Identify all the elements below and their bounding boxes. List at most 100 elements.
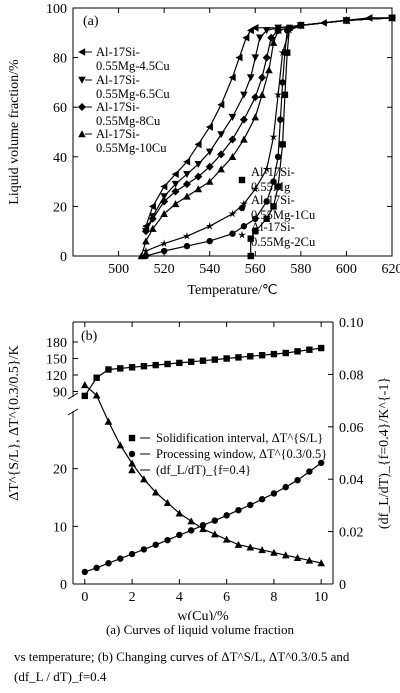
data-point-b <box>104 417 113 425</box>
data-point-a <box>228 153 237 160</box>
legend-label-a: 0.55Mg <box>251 180 291 194</box>
legend-entry-a: Al-17Si-0.55Mg-2Cu <box>238 220 316 249</box>
legend-label-b: Solidification interval, ΔT^{S/L} <box>156 431 323 445</box>
y-tick-label-a: 80 <box>53 52 67 67</box>
y-tick-label-a: 0 <box>60 250 67 265</box>
data-point-a <box>242 33 250 42</box>
data-point-a <box>141 227 150 236</box>
data-point-a <box>171 187 180 196</box>
data-point-b <box>92 391 101 399</box>
legend-label-b: (df_L/dT)_{f=0.4} <box>156 463 251 477</box>
data-point-b <box>81 381 89 389</box>
legend-marker-b <box>128 450 136 458</box>
y-tick-label-a: 100 <box>46 2 67 17</box>
legend-label-a: Al-17Si- <box>96 45 140 59</box>
legend-label-a: Al-17Si- <box>251 220 295 234</box>
data-point-b <box>247 501 254 509</box>
y-tick-label-b-left: 150 <box>46 353 67 368</box>
data-point-a <box>228 135 237 144</box>
data-point-a <box>142 237 150 245</box>
data-point-b <box>317 559 325 567</box>
data-point-a <box>258 91 266 98</box>
data-point-b <box>235 506 242 514</box>
y-tick-label-b-right: 0.04 <box>339 473 364 488</box>
data-point-a <box>252 215 259 222</box>
data-point-a <box>251 24 259 32</box>
legend-label-a: 0.55Mg-6.5Cu <box>96 87 170 101</box>
legend-entry-a: Al-17Si-0.55Mg-4.5Cu <box>78 45 170 73</box>
legend-marker-a <box>238 204 246 212</box>
legend-label-a: 0.55Mg-2Cu <box>251 235 316 249</box>
data-point-b <box>235 354 242 361</box>
data-point-a <box>239 115 248 124</box>
data-point-a <box>194 140 202 149</box>
y-tick-label-b-left: 0 <box>60 578 67 593</box>
data-point-b <box>93 374 100 381</box>
data-point-a <box>217 100 225 109</box>
series-line-a <box>145 17 393 232</box>
data-point-a <box>274 90 283 99</box>
y-tick-label-b-left: 120 <box>46 369 67 384</box>
data-point-a <box>246 26 254 35</box>
data-point-b <box>116 441 125 449</box>
data-point-a <box>285 26 294 34</box>
data-point-a <box>183 192 191 200</box>
data-point-b <box>234 540 243 548</box>
data-point-a <box>274 183 282 190</box>
data-point-b <box>152 361 159 369</box>
data-point-b <box>187 527 195 534</box>
data-point-a <box>262 53 271 62</box>
data-point-a <box>229 230 236 237</box>
legend-entry-a: Al-17Si-0.55Mg-8Cu <box>78 100 161 128</box>
data-point-a <box>258 73 267 82</box>
caption-line-3: (df_L / dT)_f=0.4 <box>14 669 107 684</box>
legend-entry-b: (df_L/dT)_{f=0.4} <box>128 463 251 477</box>
data-point-a <box>279 141 286 148</box>
data-point-b <box>81 392 89 400</box>
data-point-b <box>140 546 148 553</box>
data-point-b <box>105 560 112 567</box>
data-point-b <box>81 568 89 576</box>
y-tick-label-b-right: 0 <box>339 578 346 593</box>
x-tick-label-b: 8 <box>270 590 277 605</box>
data-point-b <box>270 548 278 556</box>
data-point-a <box>256 34 264 42</box>
data-point-b <box>270 350 278 358</box>
data-point-b <box>258 352 266 359</box>
legend-label-a: 0.55Mg-4.5Cu <box>96 59 170 73</box>
data-point-a <box>269 38 278 46</box>
data-point-a <box>183 157 191 166</box>
data-point-a <box>160 197 169 206</box>
legend-marker-a <box>78 130 86 138</box>
caption-line-2: vs temperature; (b) Changing curves of Δ… <box>14 648 394 666</box>
data-point-b <box>293 554 302 561</box>
data-point-a <box>205 222 214 230</box>
y-tick-label-b-left: 20 <box>53 463 67 478</box>
y-tick-label-b-left: 180 <box>46 336 67 351</box>
x-tick-label-a: 540 <box>199 262 220 277</box>
data-point-a <box>270 178 277 185</box>
legend-marker-b <box>128 434 136 442</box>
data-point-a <box>251 184 260 193</box>
data-point-a <box>240 223 248 230</box>
data-point-a <box>171 200 180 208</box>
y-axis-label-a: Liquid volume fraction/% <box>7 59 22 205</box>
legend-label-a: 0.55Mg-8Cu <box>96 114 161 128</box>
data-point-b <box>258 546 266 554</box>
data-point-a <box>235 53 243 62</box>
data-point-b <box>211 530 219 538</box>
data-point-a <box>217 150 226 159</box>
legend-entry-a: Al-17Si-0.55Mg-6.5Cu <box>78 73 170 101</box>
x-tick-label-b: 4 <box>176 590 183 605</box>
panel-label-b: (b) <box>81 329 98 344</box>
y-tick-label-a: 60 <box>53 101 67 116</box>
data-point-b <box>223 512 230 519</box>
data-point-a <box>274 153 282 160</box>
data-point-b <box>281 551 290 559</box>
data-point-a <box>160 247 168 255</box>
data-point-a <box>148 202 156 211</box>
x-tick-label-a: 580 <box>290 262 311 277</box>
x-tick-label-a: 560 <box>245 262 266 277</box>
data-point-a <box>251 54 260 62</box>
legend-label-a: Al-17Si- <box>96 127 140 141</box>
